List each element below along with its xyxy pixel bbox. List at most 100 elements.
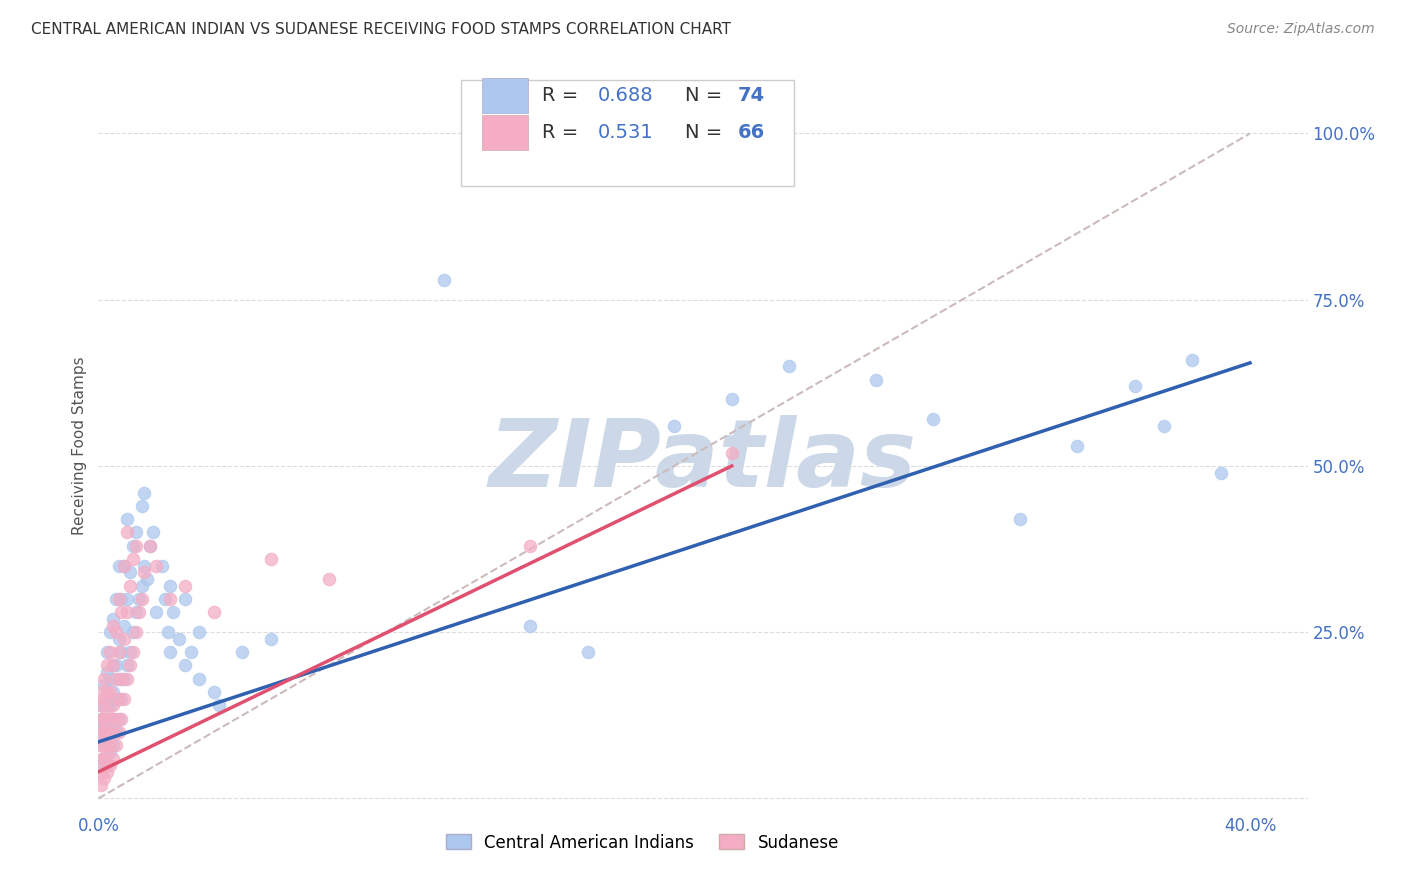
Point — [93, 718, 115, 732]
Point — [98, 698, 121, 713]
Point — [90, 738, 112, 752]
Point — [93, 772, 115, 786]
Point — [107, 672, 129, 686]
Point — [110, 605, 132, 619]
Point — [101, 685, 124, 699]
Point — [96, 645, 118, 659]
Text: 0.531: 0.531 — [598, 123, 654, 142]
Point — [98, 725, 121, 739]
Point — [188, 672, 211, 686]
Point — [107, 632, 129, 646]
Text: N =: N = — [685, 123, 728, 142]
Point — [145, 558, 167, 573]
Point — [115, 512, 138, 526]
Point — [720, 392, 742, 407]
Point — [96, 745, 118, 759]
Point — [173, 591, 195, 606]
Point — [110, 672, 132, 686]
Point — [104, 591, 127, 606]
Point — [107, 691, 129, 706]
Point — [110, 712, 132, 726]
Point — [98, 672, 121, 686]
Point — [112, 632, 135, 646]
Point — [104, 712, 127, 726]
Point — [96, 725, 118, 739]
Point — [112, 618, 135, 632]
Point — [150, 558, 173, 573]
Point — [153, 591, 176, 606]
Point — [90, 725, 112, 739]
Point — [122, 645, 145, 659]
Point — [139, 539, 162, 553]
Point — [93, 672, 115, 686]
Point — [90, 751, 112, 765]
Point — [120, 645, 142, 659]
Text: 66: 66 — [738, 123, 765, 142]
Point — [159, 591, 181, 606]
Point — [159, 645, 181, 659]
Point — [101, 612, 124, 626]
Point — [96, 691, 118, 706]
Point — [208, 698, 231, 713]
Point — [101, 658, 124, 673]
Point — [1153, 419, 1175, 434]
Point — [90, 725, 112, 739]
Legend: Central American Indians, Sudanese: Central American Indians, Sudanese — [440, 827, 845, 858]
Text: CENTRAL AMERICAN INDIAN VS SUDANESE RECEIVING FOOD STAMPS CORRELATION CHART: CENTRAL AMERICAN INDIAN VS SUDANESE RECE… — [31, 22, 731, 37]
Point — [664, 419, 686, 434]
Point — [162, 605, 184, 619]
Point — [96, 738, 118, 752]
Point — [101, 725, 124, 739]
Point — [115, 605, 138, 619]
Point — [125, 539, 148, 553]
Point — [104, 658, 127, 673]
Point — [922, 412, 945, 426]
Point — [110, 591, 132, 606]
Point — [93, 731, 115, 746]
Point — [104, 725, 127, 739]
Point — [96, 712, 118, 726]
Text: 0.688: 0.688 — [598, 87, 654, 105]
Text: ZIPatlas: ZIPatlas — [489, 415, 917, 507]
Point — [93, 751, 115, 765]
Point — [122, 539, 145, 553]
Point — [120, 566, 142, 580]
Point — [96, 705, 118, 719]
Point — [93, 725, 115, 739]
Point — [90, 698, 112, 713]
Point — [107, 725, 129, 739]
Point — [90, 778, 112, 792]
Point — [519, 539, 541, 553]
Point — [112, 691, 135, 706]
Point — [110, 645, 132, 659]
Text: Source: ZipAtlas.com: Source: ZipAtlas.com — [1227, 22, 1375, 37]
Point — [122, 625, 145, 640]
Point — [107, 712, 129, 726]
Point — [1008, 512, 1031, 526]
Point — [96, 764, 118, 779]
Y-axis label: Receiving Food Stamps: Receiving Food Stamps — [72, 357, 87, 535]
Point — [180, 645, 202, 659]
FancyBboxPatch shape — [482, 78, 527, 113]
Text: R =: R = — [543, 123, 585, 142]
Point — [131, 591, 153, 606]
Point — [167, 632, 190, 646]
Point — [90, 698, 112, 713]
Point — [98, 625, 121, 640]
Point — [98, 758, 121, 772]
Point — [134, 485, 156, 500]
Point — [1066, 439, 1088, 453]
Point — [115, 658, 138, 673]
FancyBboxPatch shape — [482, 115, 527, 150]
Point — [260, 552, 283, 566]
Point — [125, 605, 148, 619]
Point — [115, 591, 138, 606]
Point — [188, 625, 211, 640]
Point — [101, 618, 124, 632]
Point — [98, 685, 121, 699]
Point — [104, 691, 127, 706]
Point — [260, 632, 283, 646]
Point — [173, 658, 195, 673]
Point — [115, 525, 138, 540]
Point — [93, 691, 115, 706]
